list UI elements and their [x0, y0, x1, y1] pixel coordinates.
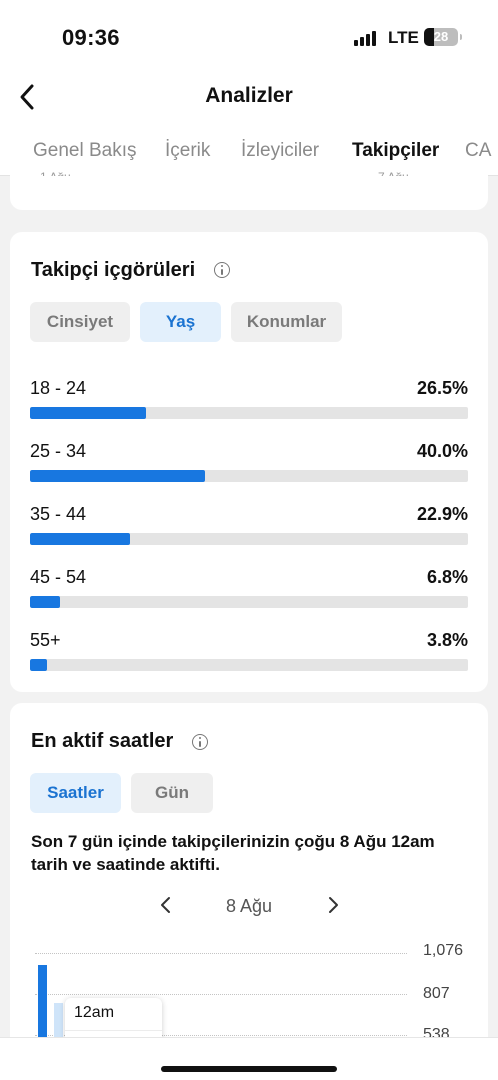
- home-indicator[interactable]: [161, 1066, 337, 1072]
- previous-date-start: 1 Ağu: [40, 170, 71, 176]
- age-range-label: 55+: [30, 630, 61, 650]
- age-range-label: 18 - 24: [30, 378, 87, 398]
- tab-overview[interactable]: Genel Bakış: [33, 140, 137, 161]
- age-bar-track: [30, 659, 468, 671]
- back-button[interactable]: [16, 82, 44, 112]
- hour-bar[interactable]: [38, 964, 47, 1080]
- chip-hours[interactable]: Saatler: [30, 773, 121, 813]
- age-percentage: 6.8%: [426, 567, 468, 587]
- status-bar: 09:36 LTE 28: [0, 0, 498, 70]
- age-range-label: 35 - 44: [30, 504, 87, 524]
- tooltip-hour: 12am: [74, 1004, 115, 1021]
- age-range-label: 25 - 34: [30, 441, 87, 461]
- signal-icon: [354, 30, 380, 46]
- age-bar-fill: [30, 533, 131, 545]
- age-range-label: 45 - 54: [30, 567, 87, 587]
- active-hours-card: En aktif saatler Saatler Gün Son 7 gün i…: [10, 703, 488, 1080]
- age-bar-track: [30, 533, 468, 545]
- age-row: 25 - 34 40.0%: [30, 441, 468, 491]
- age-percentage: 3.8%: [426, 630, 468, 650]
- age-row: 18 - 24 26.5%: [30, 378, 468, 428]
- y-tick-label: 1,076: [423, 942, 464, 959]
- network-type: LTE: [388, 28, 419, 47]
- page-title: Analizler: [205, 84, 293, 107]
- grid-line: [35, 953, 407, 954]
- next-date-button[interactable]: [323, 893, 343, 917]
- follower-insights-card: Takipçi içgörüleri Cinsiyet Yaş Konumlar…: [10, 232, 488, 692]
- age-row: 35 - 44 22.9%: [30, 504, 468, 554]
- grid-line: [35, 994, 407, 995]
- chip-day[interactable]: Gün: [131, 773, 213, 813]
- hours-title: En aktif saatler: [31, 730, 174, 752]
- tab-followers[interactable]: Takipçiler: [352, 140, 440, 161]
- selected-date: 8 Ağu: [225, 896, 273, 916]
- date-navigator: 8 Ağu: [10, 893, 488, 923]
- app-header: Analizler: [0, 70, 498, 126]
- tab-content[interactable]: İçerik: [165, 140, 211, 161]
- chevron-left-icon: [20, 84, 34, 110]
- age-percentage: 22.9%: [416, 504, 468, 524]
- info-icon[interactable]: [214, 262, 230, 278]
- insights-title: Takipçi içgörüleri: [31, 259, 196, 281]
- grid-line: [35, 1035, 407, 1036]
- age-row: 45 - 54 6.8%: [30, 567, 468, 617]
- previous-date-end: 7 Ağu: [378, 170, 409, 176]
- age-bar-fill: [30, 407, 146, 419]
- hours-description: Son 7 gün içinde takipçilerinizin çoğu 8…: [31, 832, 435, 874]
- chevron-right-icon: [329, 897, 338, 913]
- age-row: 55+ 3.8%: [30, 630, 468, 680]
- age-percentage: 26.5%: [416, 378, 468, 398]
- age-bar-fill: [30, 470, 205, 482]
- status-time: 09:36: [62, 25, 120, 50]
- chip-locations[interactable]: Konumlar: [231, 302, 342, 342]
- previous-card: 1 Ağu 7 Ağu: [10, 170, 488, 210]
- y-tick-label: 807: [423, 985, 450, 1002]
- age-percentage: 40.0%: [416, 441, 468, 461]
- chevron-left-icon: [161, 897, 170, 913]
- age-bar-track: [30, 470, 468, 482]
- battery-icon: 28: [424, 28, 462, 46]
- info-icon[interactable]: [192, 734, 208, 750]
- age-bar-track: [30, 596, 468, 608]
- chip-age[interactable]: Yaş: [140, 302, 221, 342]
- age-bar-fill: [30, 596, 60, 608]
- analytics-tabs: Genel Bakış İçerik İzleyiciler Takipçile…: [0, 126, 498, 176]
- home-bar: [0, 1037, 498, 1080]
- age-bar-fill: [30, 659, 47, 671]
- tab-viewers[interactable]: İzleyiciler: [241, 140, 320, 161]
- prev-date-button[interactable]: [156, 893, 176, 917]
- battery-level: 28: [433, 29, 449, 44]
- tab-more[interactable]: CA: [465, 140, 492, 161]
- age-bar-track: [30, 407, 468, 419]
- chip-gender[interactable]: Cinsiyet: [30, 302, 130, 342]
